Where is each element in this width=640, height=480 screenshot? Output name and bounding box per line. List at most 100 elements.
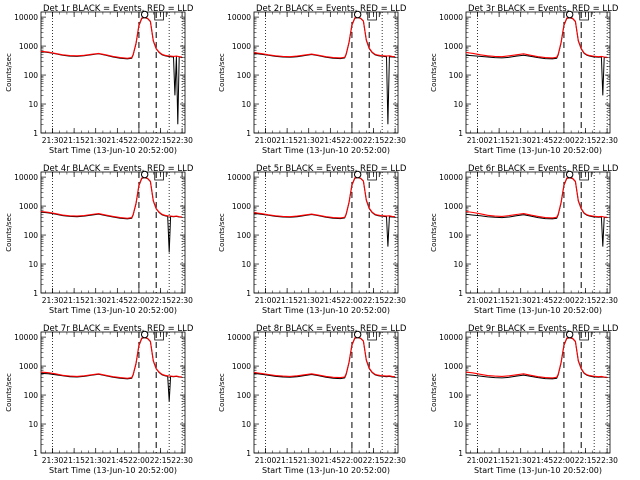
- y-tick-label: 10000: [439, 173, 463, 182]
- y-tick-label: 100: [24, 391, 39, 400]
- chart-title: Det 5r BLACK = Events, RED = LLD: [256, 164, 407, 174]
- chart-panel-3: Det 3r BLACK = Events, RED = LLD 1 10 100 10…: [430, 4, 619, 155]
- bracket-marker: [367, 12, 377, 21]
- y-tick-label: 10: [28, 100, 38, 109]
- x-tick-label: 21:30: [510, 296, 532, 305]
- y-tick-label: 10: [241, 260, 251, 269]
- x-tick-label: 21:45: [107, 456, 129, 465]
- y-tick-label: 1000: [232, 202, 251, 211]
- y-tick-label: 10: [453, 100, 463, 109]
- circle-marker: [565, 330, 574, 339]
- x-tick-label: 22:30: [596, 296, 618, 305]
- plot-frame: [253, 11, 399, 134]
- x-tick-label: 22:00: [341, 296, 363, 305]
- plot-frame: [465, 11, 611, 134]
- series-line-lld: [40, 16, 183, 59]
- circle-marker: [565, 170, 574, 179]
- y-axis-label: Counts/sec: [218, 373, 226, 412]
- x-tick-label: 21:45: [107, 296, 129, 305]
- y-tick-label: 1000: [19, 362, 38, 371]
- series-line-lld: [465, 336, 608, 379]
- y-tick-label: 10000: [439, 13, 463, 22]
- bracket-marker: [154, 12, 164, 21]
- y-tick-label: 1000: [232, 362, 251, 371]
- x-tick-label: 22:00: [128, 456, 150, 465]
- series-line-lld: [40, 336, 183, 379]
- y-tick-label: 100: [237, 71, 252, 80]
- chart-panel-2: Det 2r BLACK = Events, RED = LLD 1 10 100 10…: [218, 4, 407, 155]
- series-line-events: [465, 177, 608, 247]
- y-tick-label: 10: [241, 420, 251, 429]
- series-line-events: [253, 337, 396, 380]
- x-tick-label: 22:30: [171, 296, 193, 305]
- y-tick-label: 1000: [19, 202, 38, 211]
- y-axis-label: Counts/sec: [218, 213, 226, 252]
- chart-panel-7: Det 7r BLACK = Events, RED = LLD 1 10 100 10…: [5, 324, 194, 475]
- x-tick-label: 21:15: [63, 296, 85, 305]
- chart-title: Det 1r BLACK = Events, RED = LLD: [43, 4, 194, 14]
- series-line-events: [40, 17, 183, 125]
- y-tick-label: 10: [28, 260, 38, 269]
- y-axis-label: Counts/sec: [5, 373, 13, 412]
- series-line-lld: [253, 336, 396, 379]
- bracket-marker: [579, 332, 589, 341]
- y-tick-label: 100: [449, 71, 464, 80]
- y-axis-label: Counts/sec: [5, 53, 13, 92]
- x-tick-label: 22:30: [596, 456, 618, 465]
- y-tick-label: 1000: [444, 42, 463, 51]
- bracket-marker: [154, 172, 164, 181]
- circle-marker: [353, 170, 362, 179]
- y-tick-label: 1000: [444, 362, 463, 371]
- y-tick-label: 1: [458, 129, 463, 138]
- x-tick-label: 22:15: [150, 456, 172, 465]
- y-tick-label: 1: [246, 449, 251, 458]
- plot-frame: [253, 171, 399, 294]
- x-axis-label: Start Time (13-Jun-10 20:52:00): [474, 306, 602, 315]
- x-tick-label: 21:30: [298, 456, 320, 465]
- chart-title: Det 7r BLACK = Events, RED = LLD: [43, 324, 194, 334]
- y-tick-label: 100: [237, 391, 252, 400]
- chart-title: Det 3r BLACK = Events, RED = LLD: [468, 4, 619, 14]
- circle-marker: [140, 10, 149, 19]
- x-tick-label: 22:30: [596, 136, 618, 145]
- x-axis-label: Start Time (13-Jun-10 20:52:00): [49, 146, 177, 155]
- x-tick-label: 22:30: [384, 136, 406, 145]
- y-tick-label: 100: [449, 231, 464, 240]
- x-tick-label: 21:45: [320, 456, 342, 465]
- circle-marker: [353, 10, 362, 19]
- y-tick-label: 100: [24, 231, 39, 240]
- series-line-lld: [253, 176, 396, 219]
- y-tick-label: 10000: [14, 173, 38, 182]
- x-tick-label: 21:30: [298, 136, 320, 145]
- y-tick-label: 10000: [14, 333, 38, 342]
- y-tick-label: 1: [458, 449, 463, 458]
- x-tick-label: 21:30: [42, 456, 64, 465]
- x-tick-label: 21:15: [488, 296, 510, 305]
- x-tick-label: 22:00: [553, 456, 575, 465]
- bracket-marker: [579, 172, 589, 181]
- y-tick-label: 1: [246, 289, 251, 298]
- series-line-events: [465, 337, 608, 380]
- x-tick-label: 21:30: [510, 136, 532, 145]
- chart-panel-1: Det 1r BLACK = Events, RED = LLD 1 10 100 10…: [5, 4, 194, 155]
- y-tick-label: 10000: [439, 333, 463, 342]
- x-tick-label: 21:45: [532, 296, 554, 305]
- y-tick-label: 1: [33, 289, 38, 298]
- y-tick-label: 1: [33, 129, 38, 138]
- x-tick-label: 22:30: [171, 136, 193, 145]
- x-tick-label: 21:00: [467, 296, 489, 305]
- y-tick-label: 10000: [227, 173, 251, 182]
- x-tick-label: 21:15: [488, 456, 510, 465]
- bracket-marker: [367, 332, 377, 341]
- circle-marker: [353, 330, 362, 339]
- series-line-lld: [253, 16, 396, 59]
- y-tick-label: 10: [453, 260, 463, 269]
- x-tick-label: 21:15: [276, 136, 298, 145]
- y-tick-label: 10: [453, 420, 463, 429]
- series-line-events: [40, 337, 183, 402]
- y-tick-label: 100: [237, 231, 252, 240]
- x-tick-label: 21:30: [85, 136, 107, 145]
- x-tick-label: 21:45: [320, 136, 342, 145]
- x-axis-label: Start Time (13-Jun-10 20:52:00): [262, 466, 390, 475]
